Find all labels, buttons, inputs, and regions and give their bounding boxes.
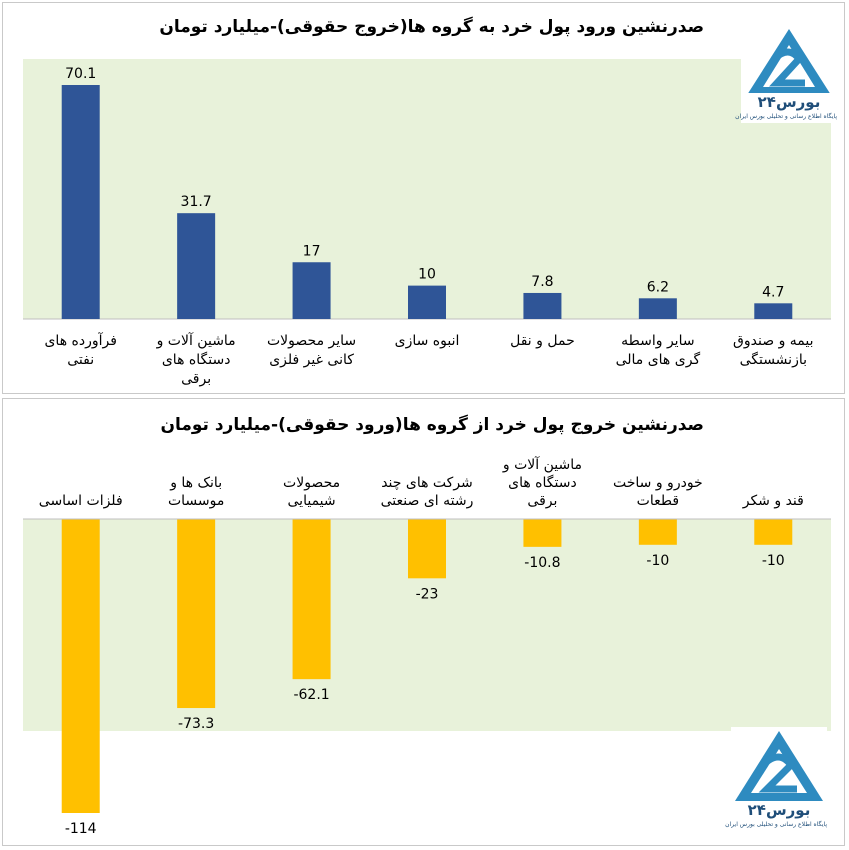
bar — [177, 213, 216, 319]
category-label: گری های مالی — [616, 351, 701, 368]
data-label: 4.7 — [762, 284, 784, 300]
category-label: خودرو و ساخت — [613, 475, 703, 491]
category-label: شیمیایی — [288, 493, 336, 509]
data-label: -62.1 — [293, 687, 329, 703]
data-label: -10.8 — [524, 555, 560, 571]
category-label: دستگاه های — [508, 474, 577, 491]
category-label: محصولات — [283, 475, 340, 491]
bar — [292, 262, 331, 319]
category-label: بانک ها و — [169, 475, 222, 491]
bourse24-logo-top: بورس۲۴ پایگاه اطلاع رسانی و تحلیلی بورس … — [735, 23, 837, 123]
outflow-chart-title: صدرنشین خروج پول خرد از گروه ها(ورود حقو… — [160, 415, 704, 435]
category-label: بازنشستگی — [740, 351, 807, 368]
bar — [292, 519, 331, 680]
logo-mark-icon — [735, 731, 823, 801]
category-label: شرکت های چند — [381, 475, 473, 491]
category-label: ماشین آلات و — [502, 456, 582, 473]
category-label: دستگاه های — [162, 351, 231, 368]
bourse24-logo-bottom: بورس۲۴ پایگاه اطلاع رسانی و تحلیلی بورس … — [725, 727, 827, 837]
category-label: فرآورده های — [44, 332, 116, 349]
category-label: فلزات اساسی — [39, 493, 123, 509]
bar — [61, 85, 100, 319]
logo-name: بورس۲۴ — [747, 801, 811, 819]
data-label: 6.2 — [647, 279, 669, 295]
data-label: 17 — [303, 243, 321, 259]
data-label: -73.3 — [178, 716, 214, 732]
outflow-bar-chart: -114 فلزات اساسی -73.3 بانک ها و موسسات -62.1… — [23, 456, 831, 837]
inflow-plot-area — [23, 59, 831, 319]
logo-name: بورس۲۴ — [757, 93, 821, 111]
bar — [408, 519, 446, 579]
inflow-bar-chart: 70.1 فرآورده های نفتی 31.7 ماشین آلات و دستگا… — [23, 66, 831, 387]
category-label: ماشین آلات و — [156, 332, 236, 349]
inflow-chart-title: صدرنشین ورود پول خرد به گروه ها(خروج حقو… — [159, 17, 704, 37]
bar — [754, 303, 793, 319]
bar — [638, 298, 677, 319]
category-label: برقی — [527, 493, 557, 509]
category-label: رشته ای صنعتی — [381, 493, 474, 509]
category-label: کانی غیر فلزی — [269, 352, 354, 368]
data-label: -114 — [65, 821, 97, 837]
category-label: نفتی — [67, 352, 94, 368]
bar — [408, 285, 446, 319]
category-label: موسسات — [168, 493, 224, 509]
logo-tagline: پایگاه اطلاع رسانی و تحلیلی بورس ایران — [735, 113, 837, 120]
category-label: بیمه و صندوق — [733, 333, 813, 349]
category-label: قطعات — [637, 493, 679, 509]
bar — [638, 519, 677, 545]
data-label: -10 — [646, 553, 669, 569]
category-label: انبوه سازی — [395, 333, 460, 349]
category-label: برقی — [181, 371, 211, 387]
bar — [177, 519, 216, 709]
data-label: 70.1 — [65, 66, 96, 82]
category-label: سایر محصولات — [267, 333, 356, 349]
bar — [61, 519, 100, 813]
bar — [523, 292, 562, 319]
bar — [523, 519, 562, 547]
data-label: 10 — [418, 267, 436, 283]
category-label: سایر واسطه — [621, 333, 694, 349]
data-label: 7.8 — [531, 274, 553, 290]
outflow-chart-panel: صدرنشین خروج پول خرد از گروه ها(ورود حقو… — [2, 398, 845, 846]
data-label: -23 — [416, 586, 439, 602]
logo-tagline: پایگاه اطلاع رسانی و تحلیلی بورس ایران — [725, 821, 827, 828]
inflow-chart-panel: صدرنشین ورود پول خرد به گروه ها(خروج حقو… — [2, 2, 845, 394]
data-label: -10 — [762, 553, 785, 569]
category-label: حمل و نقل — [510, 333, 575, 349]
data-label: 31.7 — [181, 194, 212, 210]
category-label: قند و شکر — [742, 493, 804, 509]
bar — [754, 519, 793, 545]
logo-mark-icon — [748, 29, 830, 93]
